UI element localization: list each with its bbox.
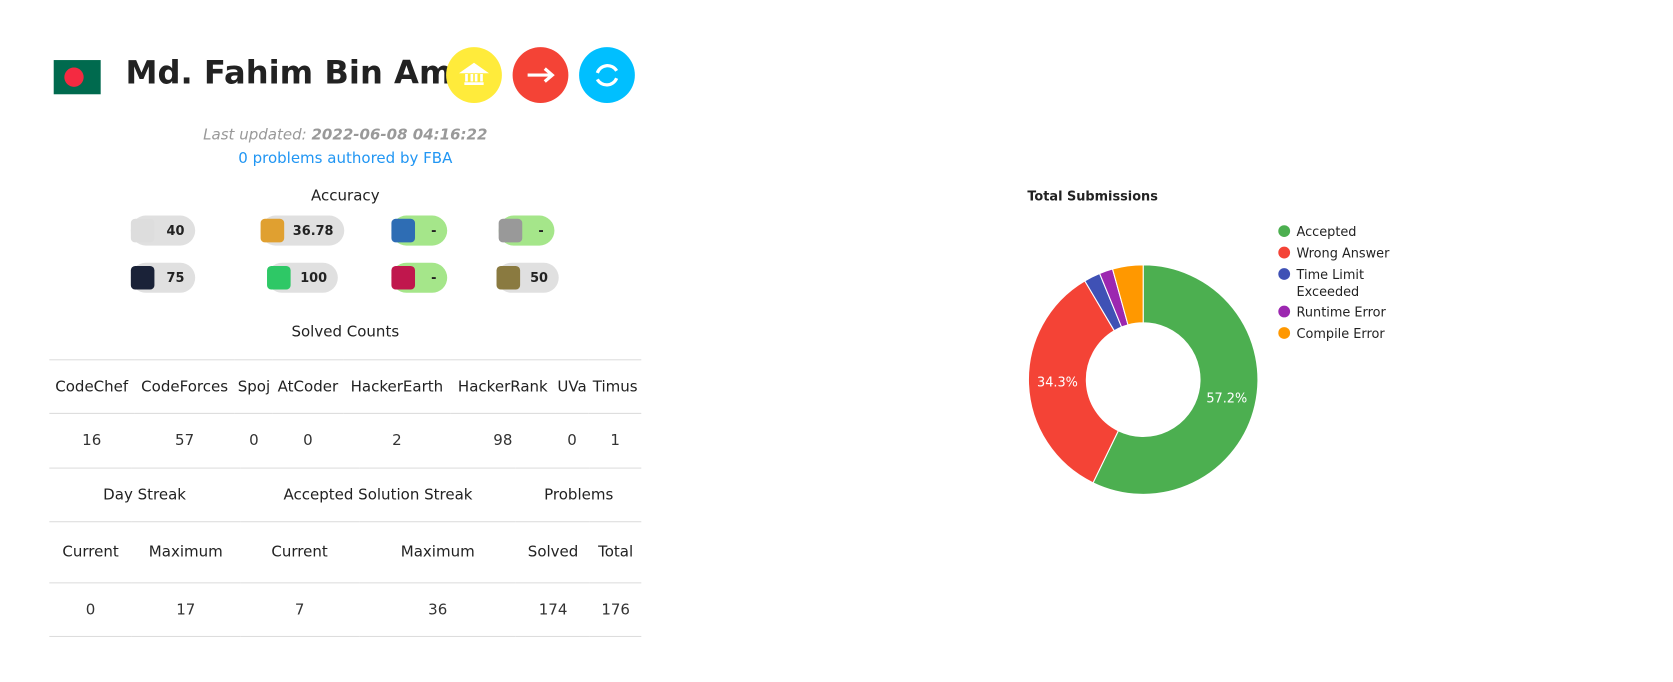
streak-value: 174 <box>516 582 591 637</box>
slice-label: 34.3% <box>1037 376 1078 391</box>
profile-name: Md. Fahim Bin Amin <box>125 54 487 93</box>
last-updated: Last updated: 2022-06-08 04:16:22 <box>49 127 641 144</box>
streak-value: 36 <box>359 582 517 637</box>
legend-label: Time Limit Exceeded <box>1296 267 1365 300</box>
site-icon <box>498 218 523 243</box>
solved-table: CodeChef CodeForces Spoj AtCoder HackerEarth… <box>49 359 642 469</box>
column-header: Maximum <box>131 521 240 583</box>
value-row: 0 17 7 36 174 176 <box>49 582 642 637</box>
group-row: Day Streak Accepted Solution Streak Proble… <box>49 467 642 522</box>
solved-title: Solved Counts <box>291 323 400 342</box>
column-header: HackerEarth <box>343 359 451 414</box>
legend-swatch <box>1278 225 1291 238</box>
action-buttons <box>446 47 635 103</box>
institute-button[interactable] <box>446 47 502 103</box>
solved-count: 0 <box>272 412 344 469</box>
column-header: UVa <box>555 359 590 414</box>
group-header: Day Streak <box>49 467 240 522</box>
site-icon <box>391 265 416 290</box>
header-row: Current Maximum Current Maximum Solved Total <box>49 521 642 583</box>
legend-item: Wrong Answer <box>1278 245 1403 262</box>
site-icon <box>130 218 155 243</box>
column-header: Spoj <box>235 359 273 414</box>
legend-swatch <box>1278 305 1291 318</box>
solved-count: 0 <box>235 412 273 469</box>
legend-swatch <box>1278 327 1291 339</box>
slice <box>1027 280 1120 484</box>
column-header: Current <box>49 521 132 583</box>
legend-swatch <box>1278 268 1291 280</box>
value-row: 16 57 0 0 2 98 0 1 <box>49 412 642 469</box>
slice <box>1111 264 1144 326</box>
legend-item: Accepted <box>1278 223 1403 240</box>
column-header: CodeForces <box>134 359 236 414</box>
column-header: CodeChef <box>49 359 135 414</box>
streak-value: 17 <box>131 582 240 637</box>
solved-count: 57 <box>134 412 236 469</box>
slice <box>1092 264 1259 495</box>
column-header: Timus <box>589 359 642 414</box>
last-updated-date: 2022-06-08 04:16:22 <box>311 126 488 144</box>
streak-table: Day Streak Accepted Solution Streak Proble… <box>49 467 642 638</box>
legend-item: Compile Error <box>1278 325 1403 342</box>
column-header: Maximum <box>359 521 517 583</box>
legend-label: Accepted <box>1296 224 1357 240</box>
legend-swatch <box>1278 246 1291 259</box>
group-header: Accepted Solution Streak <box>239 467 517 522</box>
streak-value: 7 <box>239 582 360 637</box>
authored-link[interactable]: 0 problems authored by FBA <box>238 150 453 168</box>
donut-chart: 57.2% 34.3% <box>1027 264 1259 495</box>
solved-count: 0 <box>555 412 590 469</box>
site-icon <box>260 218 285 243</box>
solved-count: 98 <box>450 412 556 469</box>
site-icon <box>130 265 155 290</box>
header-row: CodeChef CodeForces Spoj AtCoder HackerEarth… <box>49 359 642 414</box>
site-icon <box>391 218 416 243</box>
legend-label: Runtime Error <box>1296 304 1386 320</box>
solved-count: 1 <box>589 412 642 469</box>
flag <box>53 60 101 95</box>
streak-value: 0 <box>49 582 132 637</box>
chart-title: Total Submissions <box>1027 188 1158 204</box>
last-updated-label: Last updated: <box>203 126 307 144</box>
column-header: Current <box>239 521 360 583</box>
group-header: Problems <box>516 467 642 522</box>
column-header: Solved <box>516 521 591 583</box>
column-header: HackerRank <box>450 359 556 414</box>
accuracy-title: Accuracy <box>311 187 380 205</box>
legend-label: Compile Error <box>1296 326 1385 342</box>
column-header: Total <box>590 521 642 583</box>
refresh-button[interactable] <box>579 47 635 103</box>
streak-value: 176 <box>590 582 642 637</box>
site-icon <box>267 265 291 290</box>
site-icon <box>496 265 521 290</box>
legend-item: Time Limit Exceeded <box>1278 266 1403 300</box>
legend-item: Runtime Error <box>1278 303 1403 320</box>
slice-label: 57.2% <box>1206 391 1247 406</box>
legend-label: Wrong Answer <box>1296 245 1390 261</box>
column-header: AtCoder <box>272 359 344 414</box>
solved-count: 16 <box>49 412 135 469</box>
solved-count: 2 <box>343 412 451 469</box>
